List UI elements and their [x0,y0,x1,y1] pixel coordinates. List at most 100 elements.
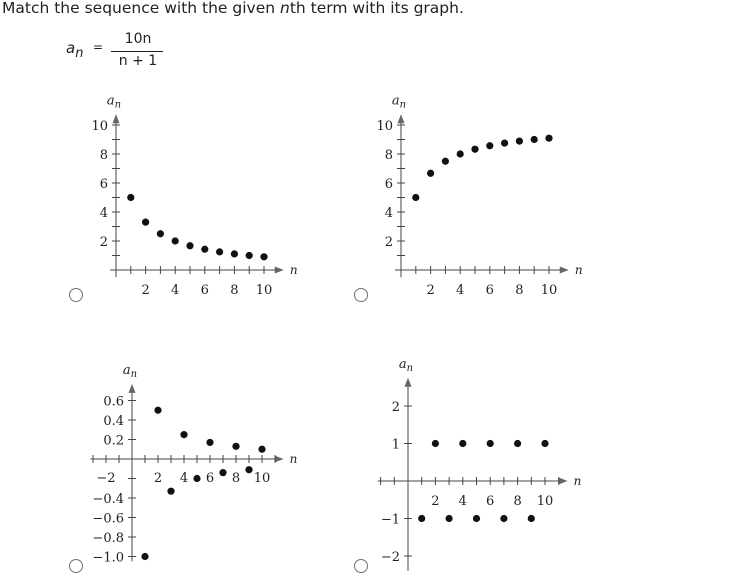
graph-b-x-arrow [559,266,569,274]
graph-c-point [154,406,162,414]
graph-d-point [486,439,494,448]
graph-c-x-tick-label: −2 [96,471,115,486]
graph-c-x-tick-label: 8 [232,471,240,486]
graph-a-y-tick-label: 6 [100,177,108,192]
graph-a-x-tick-label: 2 [141,283,149,298]
sequence-formula: an = 10n n + 1 [66,30,166,72]
graph-c-point [141,552,149,561]
formula-numerator: 10n [124,31,152,47]
graph-b-x-tick-label: 10 [541,283,558,298]
graph-d-point [445,514,453,523]
graph-a-y-arrow [112,114,120,124]
graph-b-y-tick-label: 2 [385,235,393,250]
graph-a-x-tick-label: 8 [230,283,238,298]
radio-option-c[interactable] [69,559,83,573]
graph-b-x-tick-label: 8 [515,283,523,298]
graph-d-x-tick-label: 2 [431,494,439,509]
graph-c-point [206,438,214,447]
graph-d-point [418,514,426,523]
graph-d-x-tick-label: 6 [486,494,494,509]
graph-b-point [530,135,538,144]
graph-a-point [171,237,179,245]
formula-equals: = [93,40,104,54]
graph-a-point [201,245,209,253]
graph-c-x-tick-label: 4 [180,471,188,486]
graph-a-point [127,193,135,202]
graph-d-y-tick-label: −1 [381,513,400,528]
graph-b-y-axis-name: an [392,93,406,110]
graph-b-point [501,139,509,147]
graph-b-y-tick-label: 10 [376,119,393,134]
graph-a-y-tick-label: 2 [100,235,108,250]
graph-a-x-arrow [274,266,284,274]
graph-d-point [459,439,467,448]
graph-b-point [471,145,479,153]
graph-a-point [260,253,268,261]
fraction-bar [111,51,163,52]
graph-a-point [245,251,253,260]
graph-b-y-tick-label: 6 [385,177,393,192]
graph-d-x-tick-label: 4 [459,494,467,509]
graph-c-x-arrow [274,455,284,463]
graph-a-x-tick-label: 6 [201,283,209,298]
question-n-italic: n [280,0,290,17]
graph-a-point [142,218,150,226]
graph-d-y-tick-label: −2 [381,550,400,565]
graph-d-point [541,439,549,448]
graph-d-x-axis-name: n [574,474,582,488]
graph-b-point [441,157,449,165]
graph-c-point [193,474,201,483]
graph-c-point [245,466,253,474]
graph-a-y-axis-name: an [107,93,121,110]
formula-lhs: an [66,39,84,61]
graph-c-point [167,487,175,495]
graph-c-x-tick-label: 2 [154,471,162,486]
graph-b-point [545,134,553,142]
radio-option-a[interactable] [69,288,83,302]
graph-b-x-tick-label: 2 [426,283,434,298]
graph-a-x-tick-label: 10 [256,283,273,298]
graph-d-y-axis-name: an [399,357,413,374]
graph-c-x-tick-label: 10 [254,471,271,486]
graph-b-point [486,142,494,150]
graph-c-x-axis-name: n [290,452,298,466]
graph-d-y-tick-label: 1 [392,438,400,453]
graph-c-y-arrow [128,383,136,393]
graph-b-y-tick-label: 4 [385,206,393,221]
graph-b-point [412,193,420,202]
graph-a-y-tick-label: 4 [100,206,108,221]
graph-c-point [258,445,266,453]
graph-b-point [456,150,464,158]
graph-a-x-axis-name: n [290,263,298,277]
graph-c-point [180,431,188,439]
graph-c-y-tick-label: −0.8 [92,531,124,546]
graph-c-point [232,442,240,450]
question-text: Match the sequence with the given nth te… [2,0,464,17]
graph-b-point [515,137,524,145]
graph-c-y-tick-label: −0.6 [92,512,124,527]
radio-option-d[interactable] [354,559,368,573]
graph-c-x-tick-label: 6 [206,471,214,486]
question-suffix: th term with its graph. [289,0,464,17]
graph-b-y-arrow [397,114,405,124]
graph-a-point [230,250,238,258]
graph-d-point [527,514,535,523]
graph-b-x-tick-label: 6 [486,283,494,298]
radio-option-b[interactable] [354,288,368,302]
graph-b-y-tick-label: 8 [385,148,393,163]
graph-c-y-tick-label: −0.4 [92,492,124,507]
graph-d-x-tick-label: 10 [537,494,554,509]
graph-d-x-tick-label: 8 [513,494,521,509]
graph-d-point [514,439,522,448]
graph-c-y-axis-name: an [123,363,137,380]
graph-b-x-tick-label: 4 [456,283,464,298]
graph-c-y-tick-label: 0.6 [103,395,124,410]
graph-d-x-arrow [558,477,568,485]
graph-a-point [216,248,224,256]
graph-c-point [219,469,227,477]
graph-a-point [156,230,164,238]
graph-d-point [500,514,508,523]
graph-d-y-arrow [404,377,412,387]
graph-b-point [427,169,435,177]
